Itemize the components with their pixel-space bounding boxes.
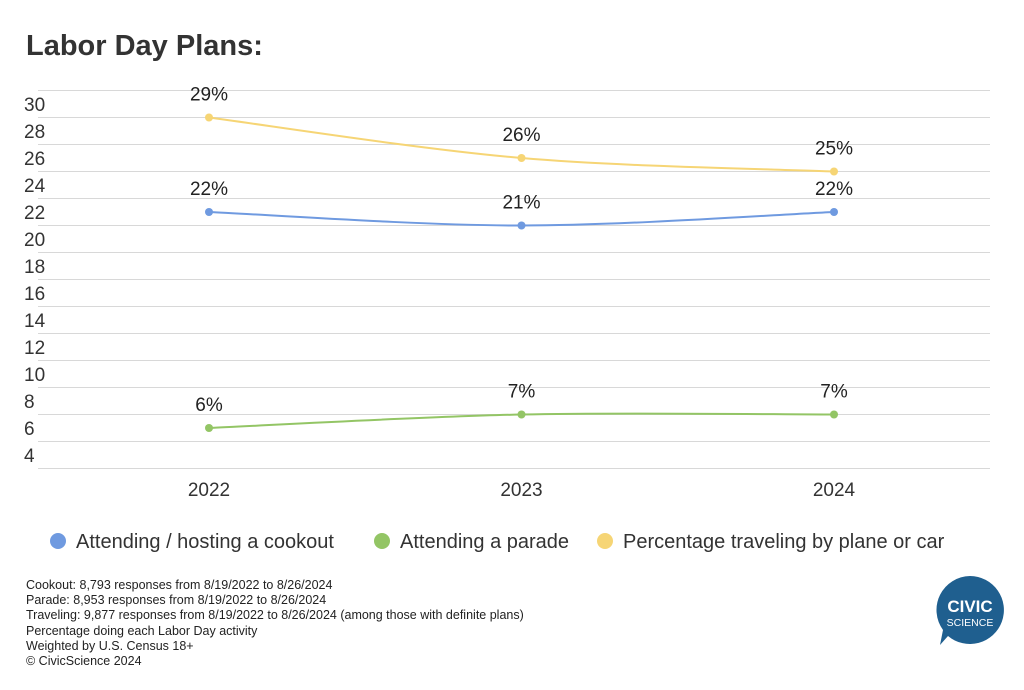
footer-line: Traveling: 9,877 responses from 8/19/202… — [26, 608, 524, 623]
x-tick-label: 2022 — [188, 480, 230, 501]
footer-line: Percentage doing each Labor Day activity — [26, 623, 258, 638]
series-1: 22% 21% 22% — [190, 179, 853, 230]
y-tick-label: 30 — [24, 95, 45, 116]
y-axis: 4 6 8 10 12 14 16 18 20 22 24 26 28 30 — [24, 95, 46, 467]
logo-bubble — [936, 576, 1004, 645]
footer-line: © CivicScience 2024 — [26, 654, 142, 669]
data-label: 6% — [195, 395, 223, 416]
legend: Attending / hosting a cookout Attending a… — [50, 531, 945, 553]
y-tick-label: 14 — [24, 311, 46, 332]
y-tick-label: 26 — [24, 149, 45, 170]
y-tick-label: 4 — [24, 446, 35, 467]
y-tick-label: 22 — [24, 203, 45, 224]
y-tick-label: 20 — [24, 230, 45, 251]
y-tick-label: 18 — [24, 257, 45, 278]
series-3: 29% 26% 25% — [190, 85, 853, 176]
x-tick-label: 2023 — [500, 480, 542, 501]
data-point — [205, 113, 213, 122]
data-label: 26% — [502, 125, 540, 146]
legend-label: Attending / hosting a cookout — [76, 531, 334, 553]
y-tick-label: 16 — [24, 284, 45, 305]
data-label: 7% — [508, 382, 536, 403]
y-tick-label: 12 — [24, 338, 45, 359]
data-label: 22% — [815, 179, 853, 200]
logo-text-civic: CIVIC — [947, 597, 992, 616]
x-axis: 2022 2023 2024 — [188, 480, 856, 501]
logo-text-science: SCIENCE — [947, 617, 994, 629]
data-point — [830, 208, 838, 216]
series-group: 22% 21% 22% 6% 7% 7% 29% 26% 25% — [190, 85, 853, 432]
x-tick-label: 2024 — [813, 480, 856, 501]
footer-notes: Cookout: 8,793 responses from 8/19/2022 … — [26, 578, 524, 669]
legend-label: Attending a parade — [400, 531, 569, 553]
chart-title: Labor Day Plans: — [26, 30, 263, 62]
legend-label: Percentage traveling by plane or car — [623, 531, 945, 553]
data-point — [830, 410, 838, 419]
y-tick-label: 28 — [24, 122, 45, 143]
data-label: 22% — [190, 179, 228, 200]
legend-swatch — [597, 533, 613, 549]
footer-line: Weighted by U.S. Census 18+ — [26, 638, 194, 653]
data-point — [517, 154, 526, 162]
y-tick-label: 10 — [24, 365, 45, 386]
data-point — [517, 221, 526, 230]
legend-swatch — [50, 533, 66, 549]
y-tick-label: 6 — [24, 419, 35, 440]
data-label: 29% — [190, 85, 228, 106]
data-label: 7% — [820, 382, 848, 403]
y-tick-label: 24 — [24, 176, 46, 197]
data-point — [830, 167, 838, 176]
data-label: 25% — [815, 139, 853, 160]
series-2: 6% 7% 7% — [195, 382, 848, 432]
y-tick-label: 8 — [24, 392, 35, 413]
data-point — [205, 208, 213, 216]
footer-line: Cookout: 8,793 responses from 8/19/2022 … — [26, 578, 333, 592]
footer-line: Parade: 8,953 responses from 8/19/2022 t… — [26, 593, 327, 608]
data-label: 21% — [502, 193, 540, 214]
data-point — [205, 424, 213, 432]
civicscience-logo: CIVIC SCIENCE — [936, 576, 1004, 645]
legend-swatch — [374, 533, 390, 549]
data-point — [517, 410, 526, 419]
